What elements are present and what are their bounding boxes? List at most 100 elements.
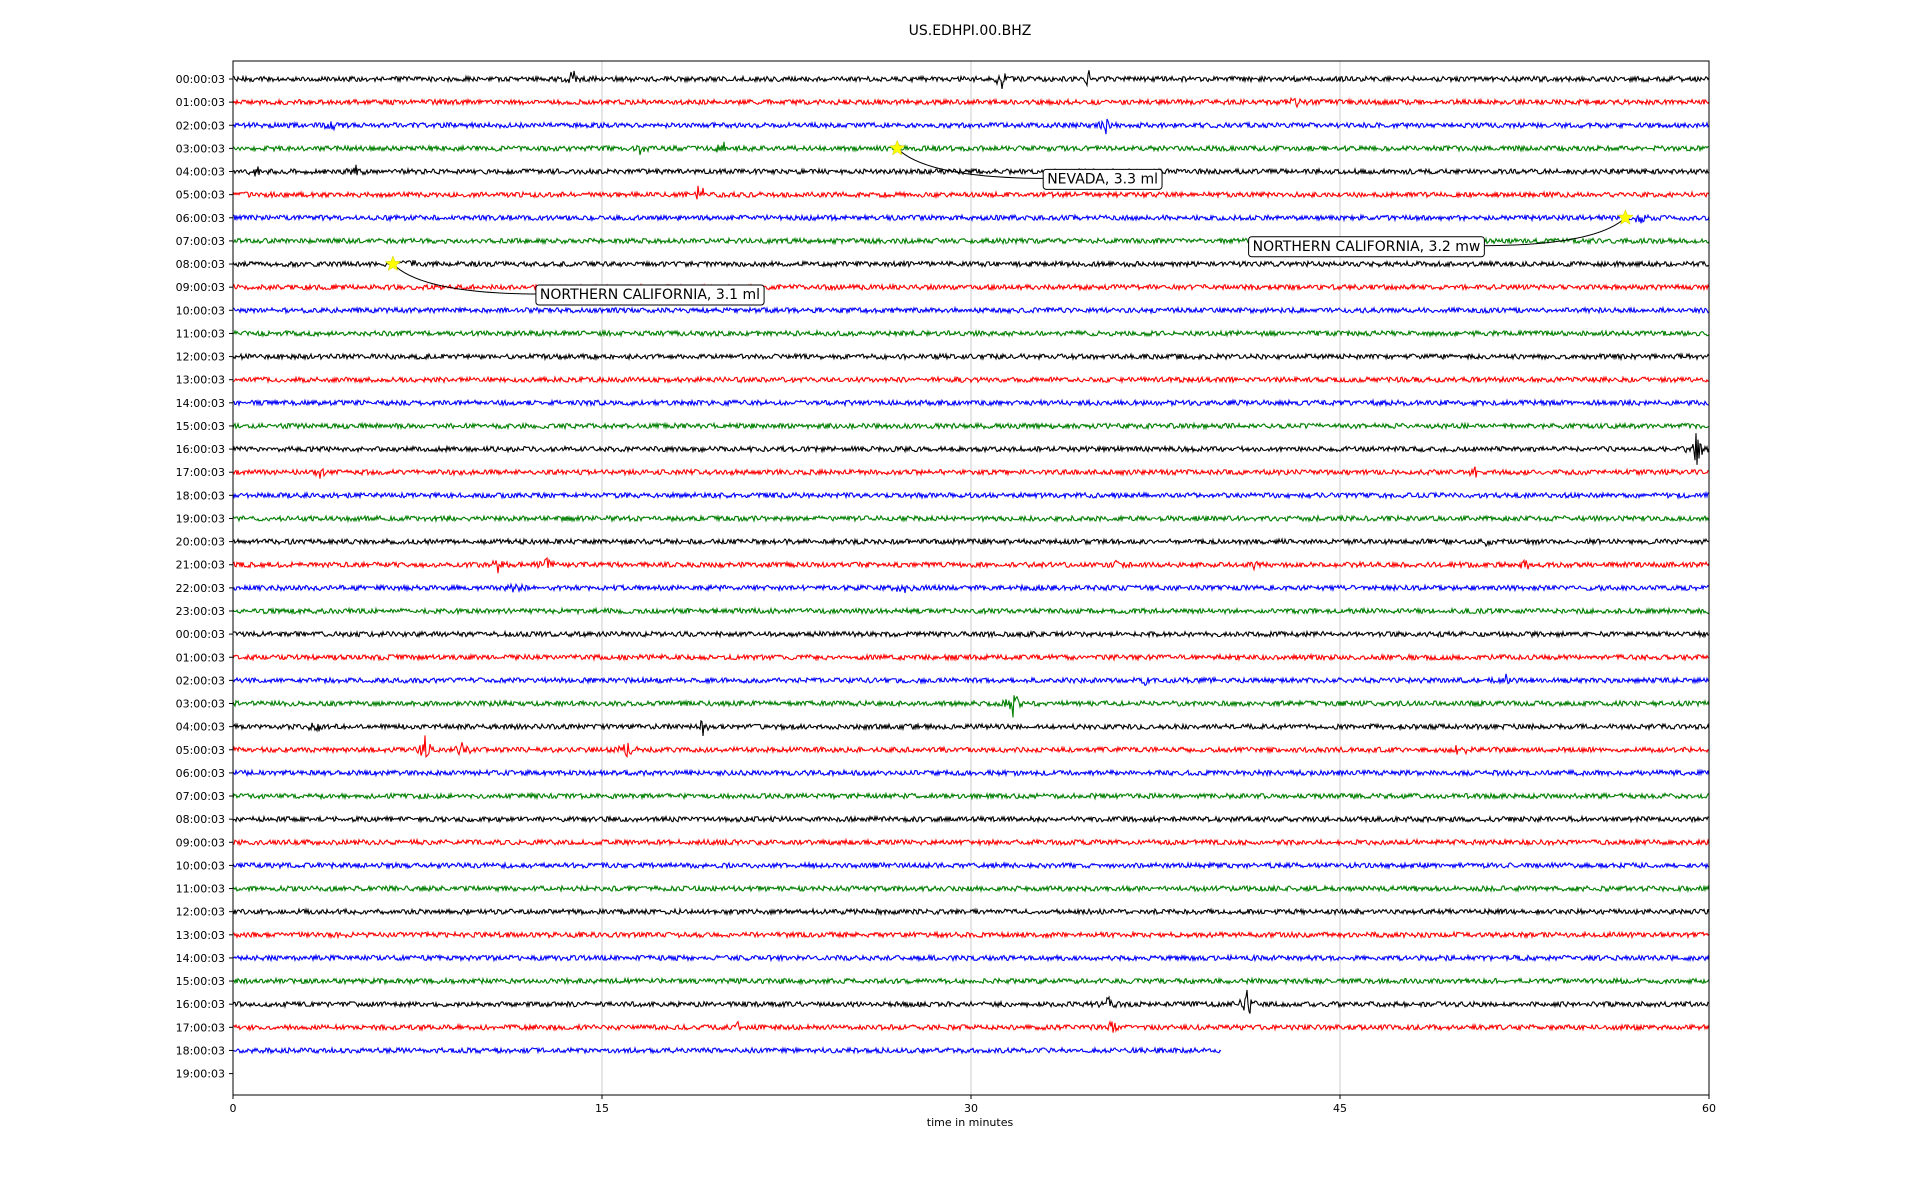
y-tick-label-29: 05:00:03 (176, 744, 225, 757)
y-tick-label-3: 03:00:03 (176, 142, 225, 155)
trace-row-3 (232, 141, 1710, 156)
trace-row-9 (232, 282, 1710, 292)
y-tick-label-4: 04:00:03 (176, 166, 225, 179)
y-tick-label-21: 21:00:03 (176, 559, 225, 572)
y-tick-label-6: 06:00:03 (176, 212, 225, 225)
trace-row-4 (232, 164, 1710, 177)
trace-row-36 (232, 907, 1710, 917)
trace-row-37 (233, 930, 1710, 940)
y-tick-label-36: 12:00:03 (176, 906, 225, 919)
trace-row-6 (233, 213, 1710, 224)
y-tick-label-14: 14:00:03 (176, 397, 225, 410)
y-tick-label-12: 12:00:03 (176, 351, 225, 364)
trace-row-41 (232, 1019, 1710, 1033)
x-axis-label: time in minutes (927, 1116, 1014, 1129)
trace-row-5 (232, 185, 1710, 200)
trace-row-18 (232, 490, 1710, 500)
y-tick-label-17: 17:00:03 (176, 466, 225, 479)
trace-row-16 (232, 433, 1710, 465)
event-label-text-2: NORTHERN CALIFORNIA, 3.1 ml (540, 287, 760, 303)
trace-row-0 (233, 70, 1710, 89)
chart-title: US.EDHPI.00.BHZ (909, 23, 1032, 39)
y-tick-label-9: 09:00:03 (176, 281, 225, 294)
trace-row-24 (232, 629, 1710, 639)
trace-row-20 (232, 537, 1710, 548)
y-tick-label-31: 07:00:03 (176, 790, 225, 803)
x-tick-label-2: 30 (964, 1102, 978, 1115)
y-tick-label-7: 07:00:03 (176, 235, 225, 248)
y-tick-label-40: 16:00:03 (176, 998, 225, 1011)
y-tick-label-5: 05:00:03 (176, 189, 225, 202)
trace-row-38 (232, 953, 1710, 963)
y-tick-label-22: 22:00:03 (176, 582, 225, 595)
trace-row-31 (232, 791, 1710, 801)
trace-row-12 (232, 352, 1710, 362)
trace-row-8 (232, 259, 1710, 269)
trace-row-22 (232, 582, 1710, 593)
y-tick-label-33: 09:00:03 (176, 836, 225, 849)
y-tick-label-27: 03:00:03 (176, 698, 225, 711)
trace-row-40 (232, 989, 1710, 1014)
trace-row-23 (232, 606, 1710, 616)
y-tick-label-20: 20:00:03 (176, 536, 225, 549)
trace-row-10 (232, 305, 1710, 315)
trace-row-15 (232, 421, 1710, 431)
event-label-text-0: NEVADA, 3.3 ml (1047, 171, 1158, 187)
y-tick-label-35: 11:00:03 (176, 883, 225, 896)
x-axis-ticks: 0 15 30 45 60 (230, 1095, 1716, 1115)
y-tick-label-34: 10:00:03 (176, 859, 225, 872)
seismic-traces (232, 70, 1710, 1055)
trace-row-42 (232, 1045, 1222, 1055)
event-label-1: NORTHERN CALIFORNIA, 3.2 mw (1248, 236, 1485, 258)
y-tick-label-37: 13:00:03 (176, 929, 225, 942)
event-connector-1 (1480, 217, 1626, 247)
x-tick-label-0: 0 (230, 1102, 237, 1115)
trace-row-29 (232, 735, 1710, 759)
y-tick-label-18: 18:00:03 (176, 489, 225, 502)
event-star-0 (888, 139, 906, 156)
event-label-2: NORTHERN CALIFORNIA, 3.1 ml (535, 284, 765, 306)
trace-row-17 (232, 466, 1710, 479)
trace-row-27 (232, 695, 1710, 718)
trace-row-35 (232, 884, 1710, 894)
y-tick-label-1: 01:00:03 (176, 96, 225, 109)
trace-row-19 (232, 513, 1710, 524)
y-tick-label-19: 19:00:03 (176, 512, 225, 525)
y-tick-label-2: 02:00:03 (176, 119, 225, 132)
y-tick-label-15: 15:00:03 (176, 420, 225, 433)
y-tick-label-30: 06:00:03 (176, 767, 225, 780)
trace-row-11 (232, 328, 1710, 338)
y-tick-label-8: 08:00:03 (176, 258, 225, 271)
y-tick-label-10: 10:00:03 (176, 304, 225, 317)
trace-row-25 (232, 652, 1710, 662)
event-label-text-1: NORTHERN CALIFORNIA, 3.2 mw (1253, 239, 1481, 255)
y-tick-label-23: 23:00:03 (176, 605, 225, 618)
trace-row-26 (232, 673, 1710, 687)
y-tick-label-38: 14:00:03 (176, 952, 225, 965)
y-tick-label-25: 01:00:03 (176, 651, 225, 664)
trace-row-1 (232, 96, 1710, 109)
event-label-box-1 (1248, 236, 1485, 258)
x-tick-label-4: 60 (1702, 1102, 1716, 1115)
x-tick-label-1: 15 (595, 1102, 609, 1115)
event-connector-0 (896, 148, 1048, 179)
event-star-1 (1617, 209, 1634, 225)
y-tick-label-41: 17:00:03 (176, 1021, 225, 1034)
y-tick-label-32: 08:00:03 (176, 813, 225, 826)
trace-row-2 (232, 118, 1710, 135)
y-axis-time-labels: 00:00:03 01:00:03 02:00:03 03:00:03 04:00:03… (176, 73, 233, 1081)
event-label-box-2 (535, 284, 765, 306)
y-tick-label-11: 11:00:03 (176, 327, 225, 340)
y-tick-label-13: 13:00:03 (176, 374, 225, 387)
y-tick-label-28: 04:00:03 (176, 721, 225, 734)
y-tick-label-24: 00:00:03 (176, 628, 225, 641)
trace-row-21 (232, 556, 1710, 574)
y-tick-label-43: 19:00:03 (176, 1068, 225, 1081)
trace-row-28 (232, 719, 1710, 737)
trace-row-34 (232, 860, 1710, 871)
event-label-box-0 (1042, 168, 1163, 190)
trace-row-13 (232, 375, 1710, 385)
y-tick-label-39: 15:00:03 (176, 975, 225, 988)
y-tick-label-0: 00:00:03 (176, 73, 225, 86)
trace-row-32 (232, 814, 1710, 824)
